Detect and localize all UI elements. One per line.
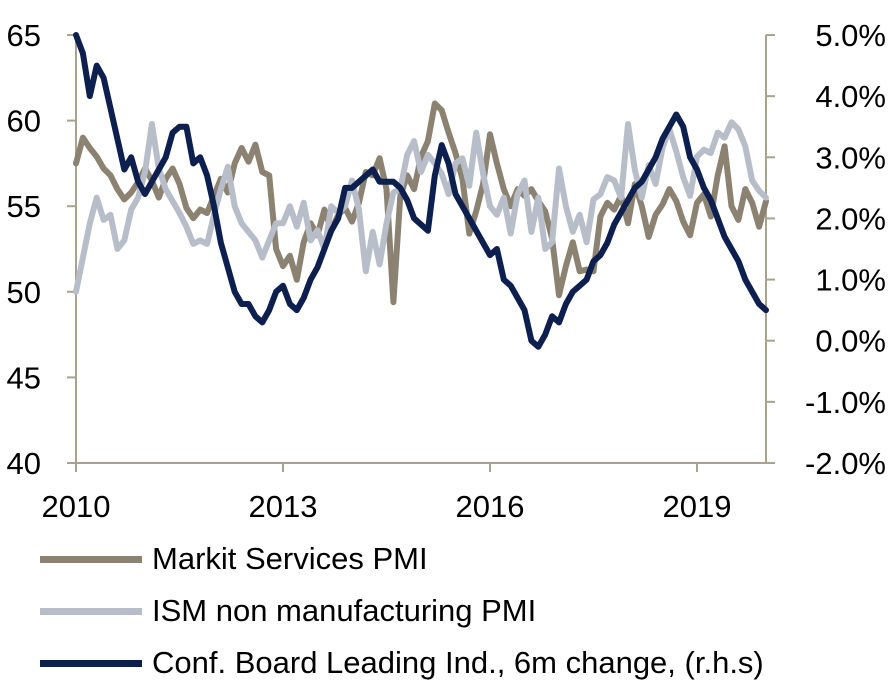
legend-label: Markit Services PMI	[152, 541, 428, 576]
legend-label: Conf. Board Leading Ind., 6m change, (r.…	[152, 645, 764, 680]
chart-series-lines	[73, 32, 769, 350]
right-tick-label: 0.0%	[815, 324, 886, 359]
left-tick-label: 65	[7, 18, 41, 53]
series-line-1	[73, 100, 769, 306]
x-tick-label: 2010	[42, 489, 111, 524]
legend-swatch	[40, 659, 142, 667]
legend-swatch	[40, 607, 142, 615]
x-tick-label: 2019	[663, 489, 732, 524]
legend-item: Markit Services PMI	[40, 533, 764, 585]
right-tick-label: -1.0%	[805, 385, 886, 420]
right-tick-label: 2.0%	[815, 201, 886, 236]
legend-item: ISM non manufacturing PMI	[40, 585, 764, 637]
chart-tick-labels: 40 45 50 55 60 65 -2.0% -1.0% 0.0% 1.0% 2.0% 3.0% 4.…	[7, 18, 886, 524]
chart-legend: Markit Services PMI ISM non manufacturin…	[40, 533, 764, 689]
right-tick-label: -2.0%	[805, 446, 886, 481]
chart-axes	[67, 34, 775, 472]
legend-item: Conf. Board Leading Ind., 6m change, (r.…	[40, 637, 764, 689]
legend-swatch	[40, 555, 142, 563]
legend-label: ISM non manufacturing PMI	[152, 593, 537, 628]
right-tick-label: 4.0%	[815, 79, 886, 114]
left-tick-label: 55	[7, 189, 41, 224]
x-tick-label: 2013	[249, 489, 318, 524]
series-line-3	[73, 32, 769, 350]
left-tick-label: 40	[7, 446, 41, 481]
left-tick-label: 45	[7, 360, 41, 395]
right-tick-label: 3.0%	[815, 140, 886, 175]
right-tick-label: 5.0%	[815, 18, 886, 53]
x-tick-label: 2016	[456, 489, 525, 524]
left-tick-label: 50	[7, 275, 41, 310]
left-tick-label: 60	[7, 104, 41, 139]
right-tick-label: 1.0%	[815, 263, 886, 298]
